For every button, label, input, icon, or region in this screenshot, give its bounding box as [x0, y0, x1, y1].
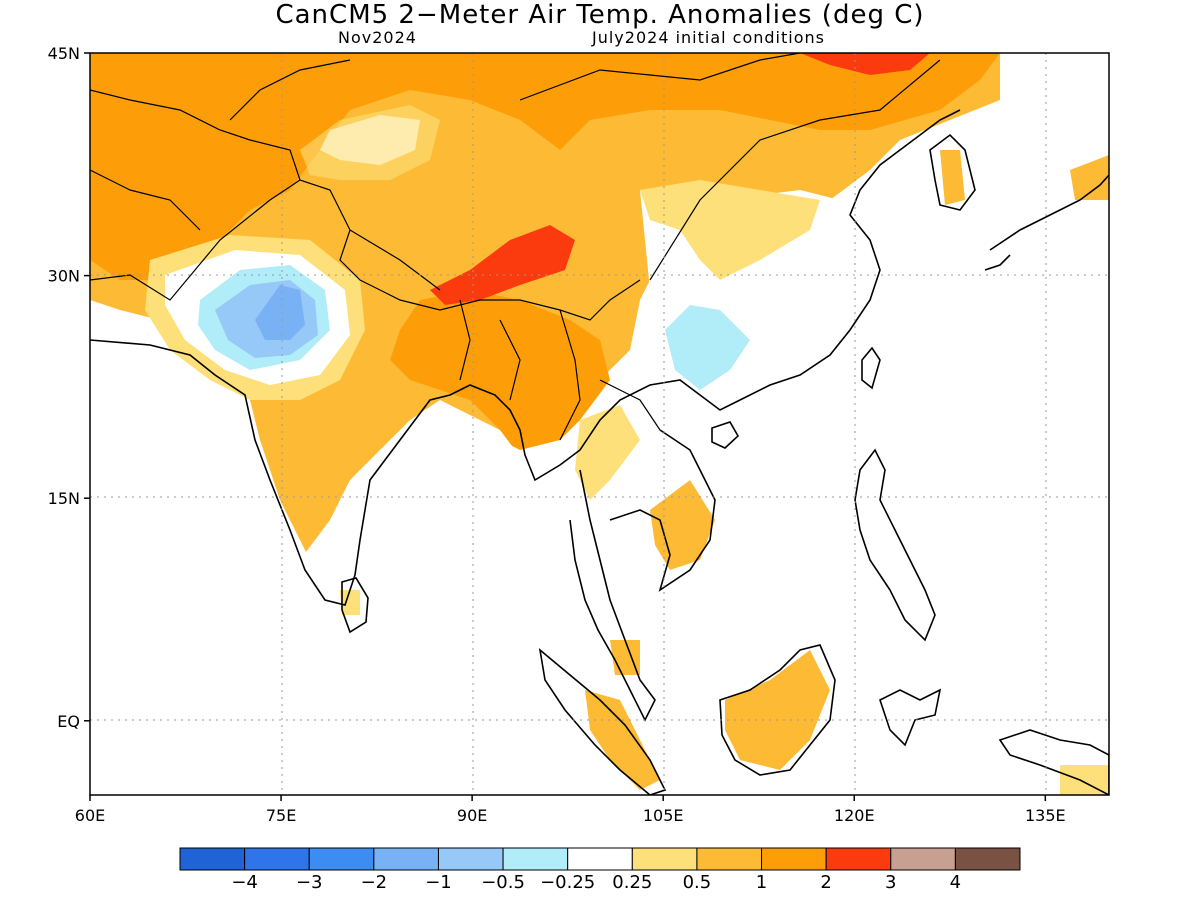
coastline-sulawesi: [879, 688, 942, 747]
colorbar-swatch: [502, 847, 569, 871]
coastline-philippines: [854, 448, 936, 642]
colorbar-label: 0.25: [612, 872, 652, 893]
forecast-month: Nov2024: [338, 28, 417, 47]
map-frame: [89, 52, 1110, 796]
colorbar-swatch: [890, 847, 956, 871]
colorbar-swatch: [308, 847, 375, 871]
anomaly-region-0.25-0.5-srilanka: [340, 590, 360, 615]
colorbar-swatch: [631, 847, 698, 871]
colorbar-swatch: [761, 847, 827, 871]
anomaly-region-neg-1-2: [255, 285, 305, 340]
gridlines: [90, 53, 1109, 795]
anomaly-region-neg-0.25-south-china: [665, 305, 750, 390]
colorbar-label: 3: [885, 872, 896, 893]
longitude-ticks: 60E 75E 90E 105E 120E 135E: [75, 795, 1066, 825]
latitude-ticks: 45N 30N 15N EQ: [48, 44, 90, 731]
anomaly-region-1-2-south: [390, 290, 610, 470]
coastline-borneo: [719, 644, 836, 776]
lon-tick-label: 120E: [834, 806, 875, 825]
anomaly-region-1-2: [90, 53, 1000, 280]
coastline-srilanka: [341, 577, 369, 634]
coastline-japan: [984, 174, 1109, 271]
colorbar-swatch: [373, 847, 439, 871]
anomaly-region-0.25-0.5-newguinea: [1060, 765, 1109, 795]
colorbar-label: −2: [361, 872, 388, 893]
anomaly-region-2-3: [430, 225, 575, 305]
anomaly-region-0.5-1-sumatra: [585, 690, 660, 790]
colorbar-swatch: [179, 847, 246, 871]
colorbar-label: 2: [820, 872, 831, 893]
colorbar: −4 −3 −2 −1 −0.5 −0.25 0.25 0.5 1 2 3 4: [179, 847, 1021, 893]
lon-tick-label: 135E: [1025, 806, 1066, 825]
lat-tick-label: EQ: [57, 712, 80, 731]
coastline-taiwan: [861, 346, 881, 390]
anomaly-region-0.5-1-borneo: [725, 650, 830, 770]
colorbar-label: −1: [425, 872, 452, 893]
anomaly-region-0.25-0.5-china: [640, 180, 820, 280]
border-lines: [90, 53, 941, 441]
coastline-hainan: [711, 421, 740, 449]
coastlines: [90, 53, 1109, 795]
colorbar-swatch: [567, 847, 633, 871]
lon-tick-label: 75E: [266, 806, 296, 825]
colorbar-label: 4: [950, 872, 961, 893]
anomaly-region-0.25-0.5-ring: [300, 105, 440, 180]
coastline-sumatra: [538, 648, 667, 795]
colorbar-swatch: [437, 847, 504, 871]
coastline-korea: [929, 133, 976, 211]
colorbar-label: −0.25: [540, 872, 595, 893]
coastline-india: [90, 109, 961, 606]
initial-conditions: July2024 initial conditions: [592, 28, 825, 47]
lat-tick-label: 15N: [48, 489, 80, 508]
lon-tick-label: 90E: [457, 806, 487, 825]
colorbar-label: −0.5: [481, 872, 525, 893]
anomaly-region-0.5-1-indochina: [650, 480, 715, 570]
colorbar-label: −4: [231, 872, 258, 893]
anomaly-region-0.25-0.5-indochina: [575, 405, 640, 500]
colorbar-swatch: [244, 847, 310, 871]
coastline-newguinea: [998, 729, 1109, 795]
anomaly-region-0.5-1-korea: [940, 150, 965, 205]
lat-tick-label: 30N: [48, 267, 80, 286]
colorbar-label: 1: [756, 872, 767, 893]
colorbar-label: −3: [296, 872, 323, 893]
anomaly-region-0.5-1-japan: [1070, 155, 1109, 200]
anomaly-region-2-3-north: [800, 53, 930, 75]
lon-tick-label: 105E: [643, 806, 684, 825]
coastline-indochina: [569, 429, 716, 722]
colorbar-swatch: [825, 847, 892, 871]
colorbar-label: 0.5: [683, 872, 712, 893]
colorbar-swatch: [696, 847, 763, 871]
anomaly-field: [90, 53, 1109, 795]
map-title: CanCM5 2−Meter Air Temp. Anomalies (deg …: [275, 0, 925, 30]
lat-tick-label: 45N: [48, 44, 80, 63]
lon-tick-label: 60E: [75, 806, 105, 825]
colorbar-swatch: [954, 847, 1021, 871]
